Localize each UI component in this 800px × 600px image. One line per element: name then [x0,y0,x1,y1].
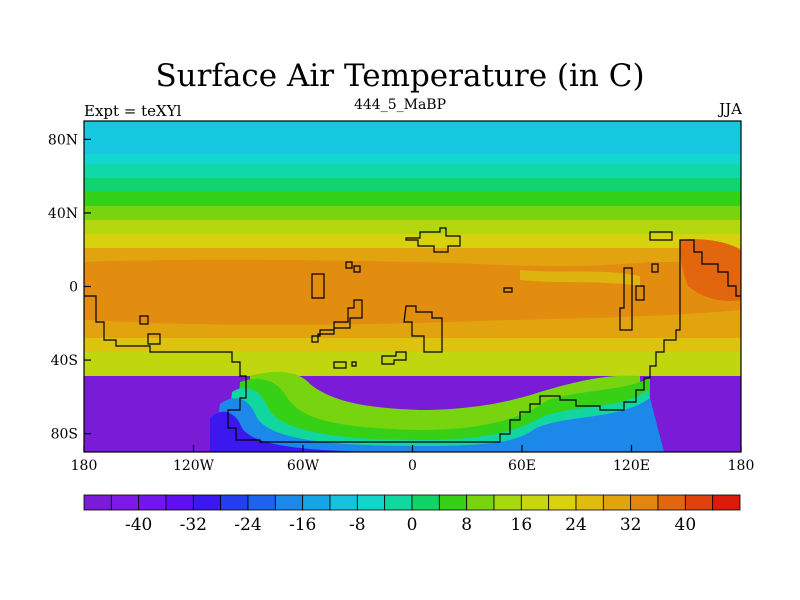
temperature-field [84,121,741,452]
colorbar-box [411,494,440,511]
colorbar-label: -32 [180,515,207,535]
colorbar-box [356,494,386,511]
x-tick-label: 180 [71,458,98,474]
colorbar-box [384,494,413,511]
colorbar-box [274,494,304,511]
y-tick-label: 80N [48,132,78,148]
time-label: 444_5_MaBP [353,97,447,113]
colorbar-box [684,494,714,511]
colorbar-label: 32 [620,515,642,535]
colorbar-label: 0 [407,515,418,535]
colorbar-label: -8 [349,515,366,535]
colorbar-label: -24 [234,515,261,535]
colorbar-box [575,494,604,511]
map-title: Surface Air Temperature (in C) [155,58,645,94]
colorbar-label: -16 [289,515,316,535]
continent-outlines [84,227,741,443]
x-tick-label: 60E [508,458,536,474]
colorbar-label: 8 [461,515,472,535]
x-tick-label: 60W [287,458,320,474]
colorbar-box [220,494,249,511]
x-tick-label: 120E [613,458,650,474]
colorbar-label: 16 [511,515,533,535]
colorbar-box [520,494,550,511]
y-tick-label: 80S [51,427,78,443]
colorbar-box [83,494,112,511]
colorbar-label: 40 [675,515,697,535]
colorbar-box [493,494,522,511]
colorbar-box [548,494,577,511]
colorbar-box [138,494,167,511]
colorbar-label: -40 [125,515,152,535]
y-tick-label: 40N [48,206,78,222]
colorbar: -40 -32 -24 -16 -8 0 8 16 24 32 40 [83,494,741,535]
colorbar-box [602,494,632,511]
x-axis: 180 120W 60W 0 60E 120E 180 [71,445,755,474]
colorbar-box [466,494,495,511]
y-axis: 80N 40N 0 40S 80S [48,132,91,443]
colorbar-box [247,494,276,511]
experiment-label: Expt = teXYl [84,102,182,120]
colorbar-label: 24 [565,515,587,535]
colorbar-box [302,494,331,511]
x-tick-label: 180 [728,458,755,474]
colorbar-box [438,494,468,511]
x-tick-label: 0 [408,458,417,474]
y-tick-label: 0 [69,280,78,296]
y-tick-label: 40S [51,353,78,369]
colorbar-box [165,494,194,511]
x-tick-label: 120W [173,458,215,474]
colorbar-box [712,494,741,511]
colorbar-box [110,494,140,511]
colorbar-box [630,494,659,511]
colorbar-box [657,494,686,511]
colorbar-box [329,494,358,511]
season-label: JJA [719,100,742,118]
colorbar-box [192,494,222,511]
